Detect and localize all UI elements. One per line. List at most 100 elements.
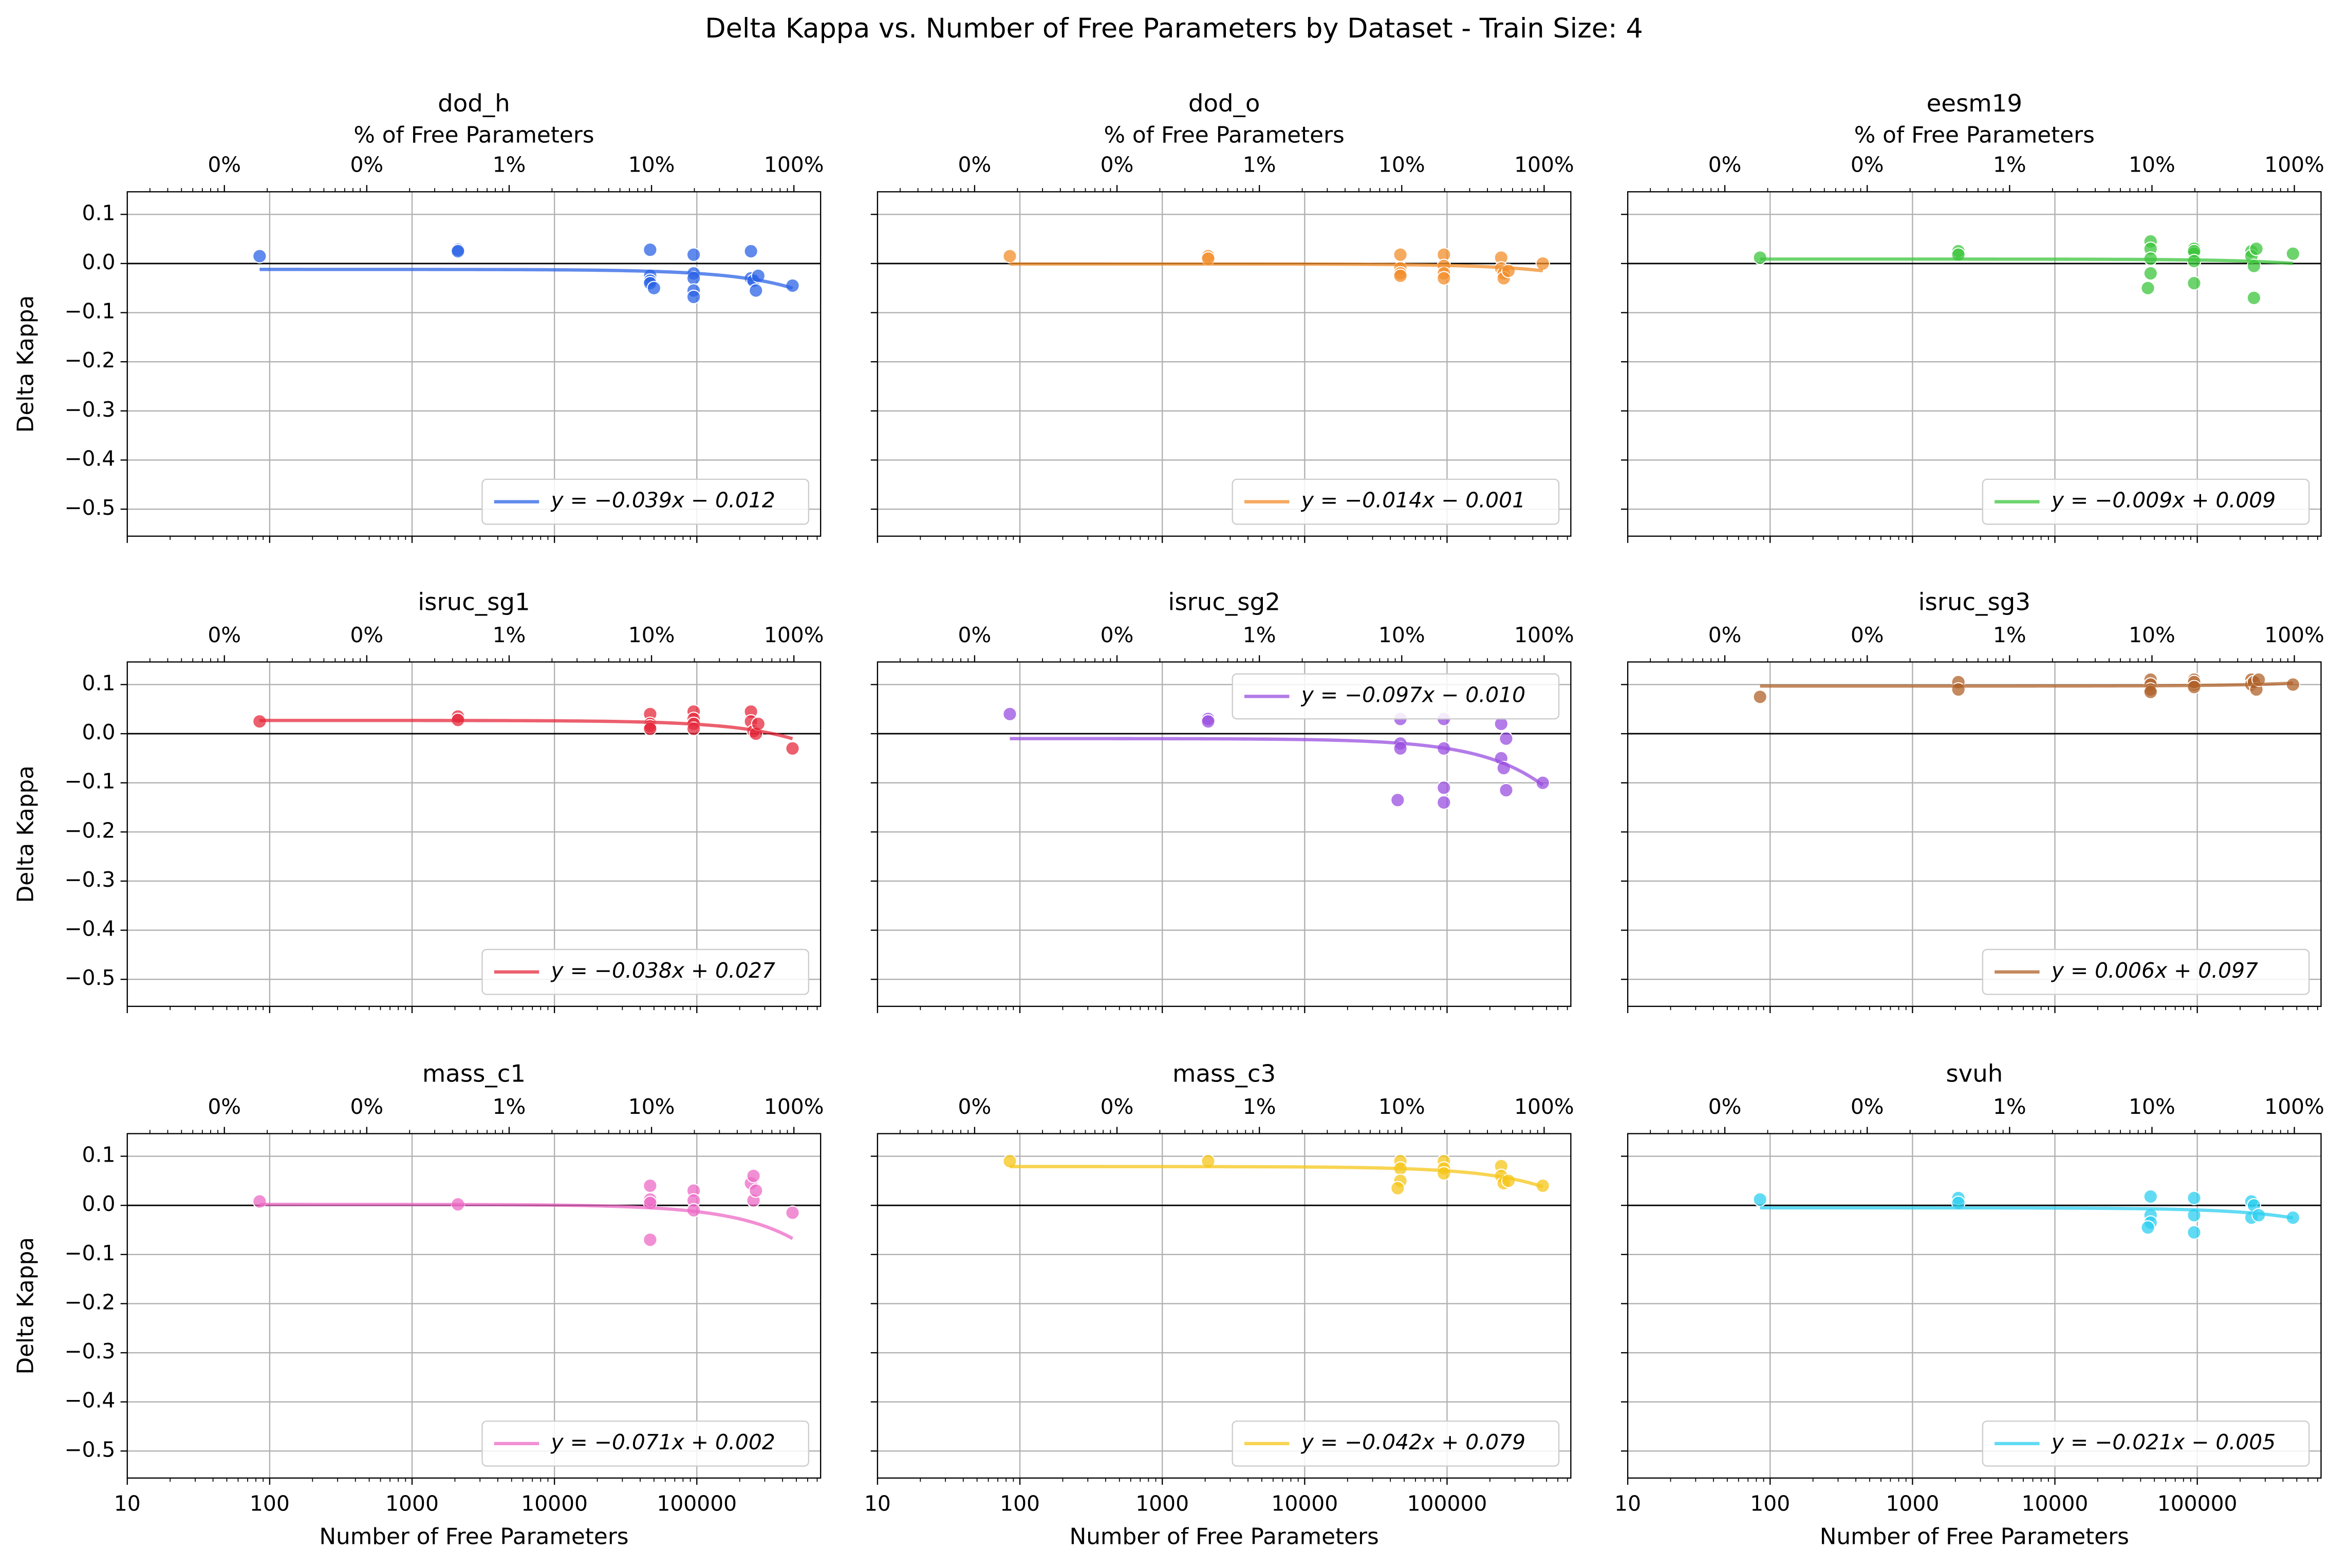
x-tick-label: 100000 (2157, 1491, 2238, 1516)
subplot-title: mass_c3 (1172, 1059, 1276, 1087)
x2-tick-label: 0% (350, 153, 383, 177)
y-tick-label: −0.5 (64, 495, 115, 520)
x-tick-label: 10000 (1271, 1491, 1338, 1516)
data-point (1499, 782, 1514, 798)
x2-tick-label: 1% (1993, 1094, 2026, 1119)
x2-axis-label: % of Free Parameters (1104, 122, 1345, 148)
data-point (686, 247, 701, 262)
x2-tick-label: 0% (1101, 153, 1134, 177)
data-point (1002, 1153, 1017, 1169)
plot-frame (1627, 661, 2322, 1007)
x2-tick-label: 0% (1708, 153, 1742, 177)
plot-frame (1627, 191, 2322, 537)
y-tick-label: −0.2 (64, 1290, 115, 1314)
data-point (1535, 775, 1550, 790)
x2-tick-label: 0% (208, 623, 241, 647)
fit-line (1760, 681, 2294, 688)
subplot: 0% 0% 1% 10% 100% % of Free Parameters eesm19 y… (1620, 89, 2324, 543)
y-tick-label: −0.4 (64, 446, 115, 471)
x2-tick-label: 10% (2129, 623, 2175, 647)
subplot-title: isruc_sg2 (1168, 588, 1280, 615)
data-point (746, 1168, 761, 1183)
y-tick-label: 0.0 (82, 250, 116, 274)
data-point (749, 1183, 763, 1198)
subplot-title: isruc_sg3 (1918, 588, 2030, 615)
subplot-title: svuh (1946, 1059, 2003, 1087)
y-tick-label: −0.2 (64, 818, 115, 843)
x2-tick-label: 0% (1851, 623, 1884, 647)
x-axis-label: Number of Free Parameters (319, 1523, 628, 1550)
plot-frame (126, 1133, 822, 1479)
x2-tick-label: 100% (764, 623, 824, 647)
fit-line (1010, 1165, 1543, 1188)
x2-tick-label: 10% (628, 623, 675, 647)
x2-tick-label: 100% (1514, 153, 1574, 177)
y-tick-label: −0.3 (64, 867, 115, 892)
x2-tick-label: 100% (2264, 153, 2324, 177)
x2-tick-label: 10% (1378, 623, 1425, 647)
x-tick-label: 10000 (2022, 1491, 2089, 1516)
x-tick-label: 100 (250, 1491, 290, 1516)
legend: y = −0.009x + 0.009 (1982, 478, 2310, 525)
legend-label: y = −0.009x + 0.009 (2051, 488, 2276, 513)
legend-label: y = −0.021x − 0.005 (2051, 1430, 2276, 1454)
x2-tick-label: 10% (628, 1094, 675, 1119)
data-point (252, 249, 267, 264)
legend: y = −0.042x + 0.079 (1232, 1420, 1560, 1467)
x2-tick-label: 0% (1851, 153, 1884, 177)
subplot: 10 100 1000 10000 100000 0% 0% 1% 10% 100% mass_c3… (864, 1059, 1574, 1550)
x2-tick-label: 1% (1993, 623, 2026, 647)
data-point (2140, 281, 2155, 295)
legend-box (1982, 478, 2310, 525)
x2-tick-label: 100% (764, 153, 824, 177)
data-point (451, 244, 465, 259)
fit-line (1010, 262, 1543, 273)
x-tick-label: 100 (1000, 1491, 1040, 1516)
figure-title: Delta Kappa vs. Number of Free Parameter… (705, 13, 1643, 44)
y-tick-label: 0.0 (82, 1191, 116, 1216)
data-point (2249, 241, 2264, 256)
legend-label: y = −0.071x + 0.002 (550, 1430, 775, 1454)
x2-tick-label: 1% (493, 1094, 526, 1119)
x2-tick-label: 0% (208, 1094, 241, 1119)
data-point (1390, 1181, 1405, 1196)
x2-tick-label: 0% (208, 153, 241, 177)
plot-frame (877, 661, 1572, 1007)
x2-tick-label: 100% (2264, 1094, 2324, 1119)
subplot-title: eesm19 (1927, 89, 2022, 117)
x-tick-label: 1000 (385, 1491, 439, 1516)
plot-frame (126, 191, 822, 537)
legend: y = 0.006x + 0.097 (1982, 948, 2310, 995)
fit-line (259, 719, 793, 740)
plot-frame (126, 661, 822, 1007)
data-point (1393, 268, 1408, 283)
data-point (785, 741, 800, 756)
data-point (743, 244, 758, 259)
x-tick-label: 1000 (1135, 1491, 1189, 1516)
x2-tick-label: 0% (350, 623, 383, 647)
data-point (785, 1205, 800, 1220)
x-axis-label: Number of Free Parameters (1070, 1523, 1379, 1550)
legend: y = −0.039x − 0.012 (481, 478, 810, 525)
data-point (1535, 256, 1550, 271)
legend: y = −0.038x + 0.027 (481, 948, 810, 995)
data-point (643, 1178, 658, 1193)
legend-box (1232, 478, 1560, 525)
data-point (2187, 1190, 2202, 1205)
x2-tick-label: 100% (1514, 623, 1574, 647)
y-tick-label: 0.1 (82, 670, 116, 695)
subplot: 0% 0% 1% 10% 100% 0.1 0.0 −0.1 −0.2 −0.3 −0.4 −0.5%… (12, 89, 824, 543)
x-tick-label: 10000 (521, 1491, 588, 1516)
x2-tick-label: 10% (2129, 1094, 2175, 1119)
y-axis-label: Delta Kappa (12, 1237, 39, 1374)
data-point (1201, 714, 1216, 729)
legend-label: y = −0.039x − 0.012 (550, 488, 775, 513)
y-tick-label: −0.1 (64, 769, 115, 794)
data-point (1393, 247, 1408, 262)
y-tick-label: −0.1 (64, 1241, 115, 1265)
legend-box (481, 948, 810, 995)
legend-box (1982, 948, 2310, 995)
